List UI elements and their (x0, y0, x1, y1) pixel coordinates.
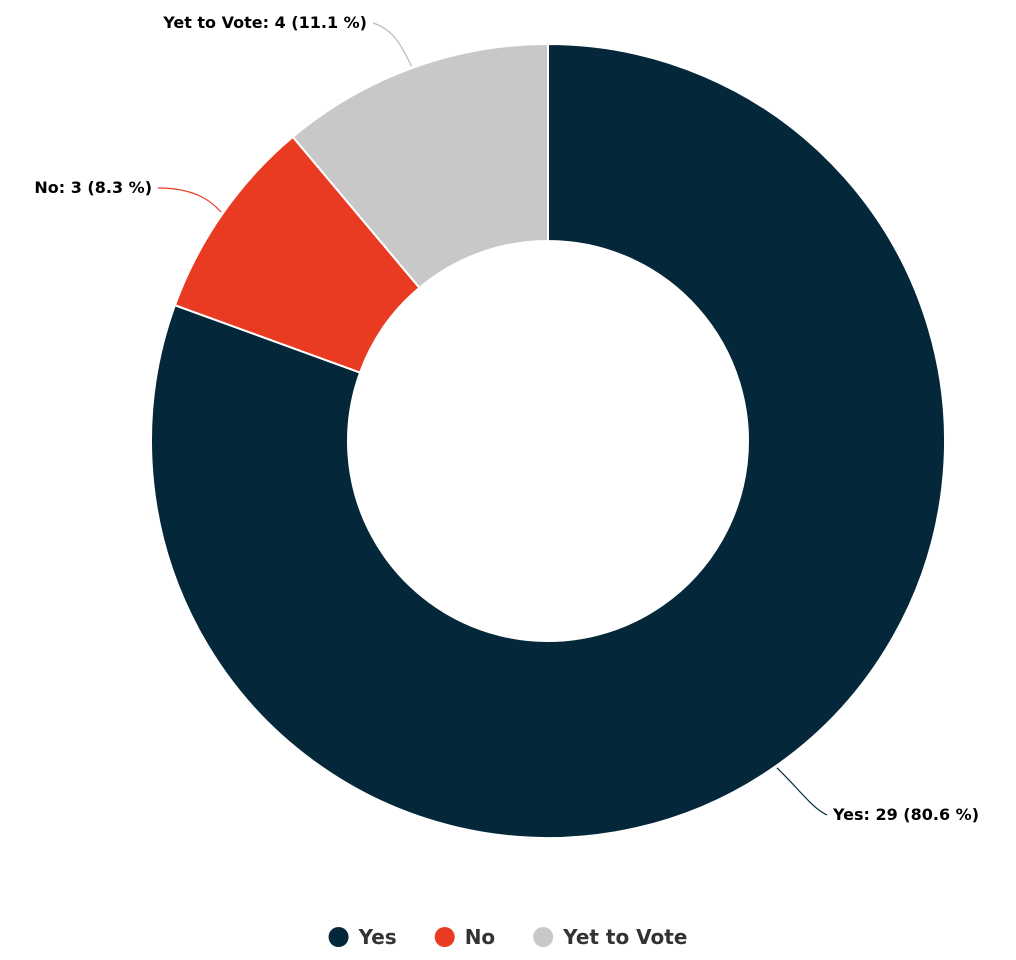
data-labels-layer: Yes: 29 (80.6 %) No: 3 (8.3 %) Yet to Vote… (34, 13, 979, 824)
data-label-yet-to-vote: Yet to Vote: 4 (11.1 %) (162, 13, 367, 32)
legend-swatch-yet-to-vote (533, 927, 554, 947)
data-label-no: No: 3 (8.3 %) (34, 178, 152, 197)
slice-yes[interactable] (150, 42, 946, 839)
legend-item-yes[interactable]: Yes (328, 925, 397, 949)
legend-swatch-no (434, 927, 455, 947)
connector-yet-to-vote (372, 22, 413, 67)
connector-yes (776, 767, 828, 816)
legend-label-yet-to-vote: Yet to Vote (562, 925, 687, 949)
connectors-layer (157, 22, 828, 816)
legend-label-yes: Yes (358, 925, 397, 949)
legend-label-no: No (465, 925, 495, 949)
connector-no (157, 187, 222, 213)
slices-layer (150, 42, 946, 839)
data-label-yes: Yes: 29 (80.6 %) (832, 805, 979, 824)
legend-item-no[interactable]: No (434, 925, 495, 949)
legend-item-yet-to-vote[interactable]: Yet to Vote (533, 925, 687, 949)
legend-swatch-yes (328, 927, 349, 947)
legend: Yes No Yet to Vote (328, 925, 687, 949)
slice-yet-to-vote[interactable] (291, 42, 549, 290)
